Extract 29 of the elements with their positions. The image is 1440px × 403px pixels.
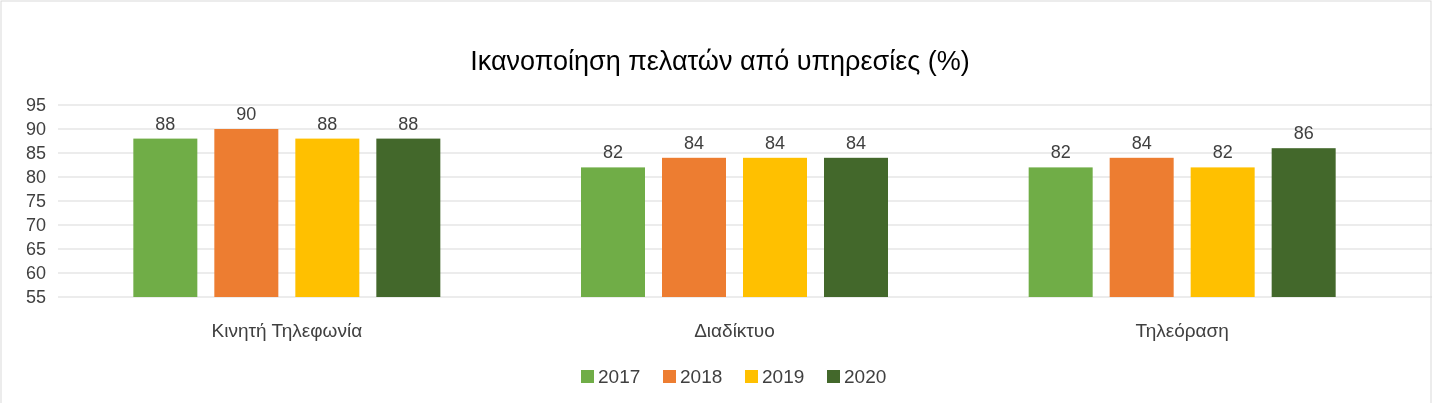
y-tick-label: 65 bbox=[25, 239, 46, 259]
y-tick-label: 70 bbox=[25, 215, 46, 235]
data-label: 82 bbox=[1050, 142, 1071, 163]
y-tick-label: 95 bbox=[25, 95, 46, 115]
y-tick-label: 80 bbox=[25, 167, 46, 187]
y-tick-label: 75 bbox=[25, 191, 46, 211]
x-tick-label: Κινητή Τηλεφωνία bbox=[211, 320, 363, 341]
legend-label: 2020 bbox=[844, 366, 887, 387]
data-label: 82 bbox=[1212, 142, 1233, 163]
chart-title: Ικανοποίηση πελατών από υπηρεσίες (%) bbox=[470, 46, 970, 76]
data-label: 84 bbox=[683, 132, 705, 153]
y-tick-label: 55 bbox=[25, 287, 46, 307]
legend-label: 2018 bbox=[680, 366, 723, 387]
data-label: 88 bbox=[398, 113, 419, 134]
data-label: 82 bbox=[602, 142, 624, 163]
data-label: 90 bbox=[236, 104, 257, 124]
y-tick-label: 60 bbox=[25, 263, 46, 283]
y-tick-label: 90 bbox=[25, 119, 46, 139]
data-label: 84 bbox=[1131, 132, 1152, 153]
x-tick-label: Διαδίκτυο bbox=[694, 320, 775, 341]
legend-label: 2019 bbox=[762, 366, 805, 387]
data-label: 86 bbox=[1293, 123, 1314, 144]
x-tick-label: Τηλεόραση bbox=[1135, 320, 1229, 341]
data-label: 88 bbox=[317, 113, 338, 134]
data-label: 84 bbox=[845, 132, 867, 153]
data-label: 84 bbox=[764, 132, 786, 153]
y-tick-label: 85 bbox=[25, 143, 46, 163]
legend-label: 2017 bbox=[598, 366, 641, 387]
data-label: 88 bbox=[155, 113, 176, 134]
